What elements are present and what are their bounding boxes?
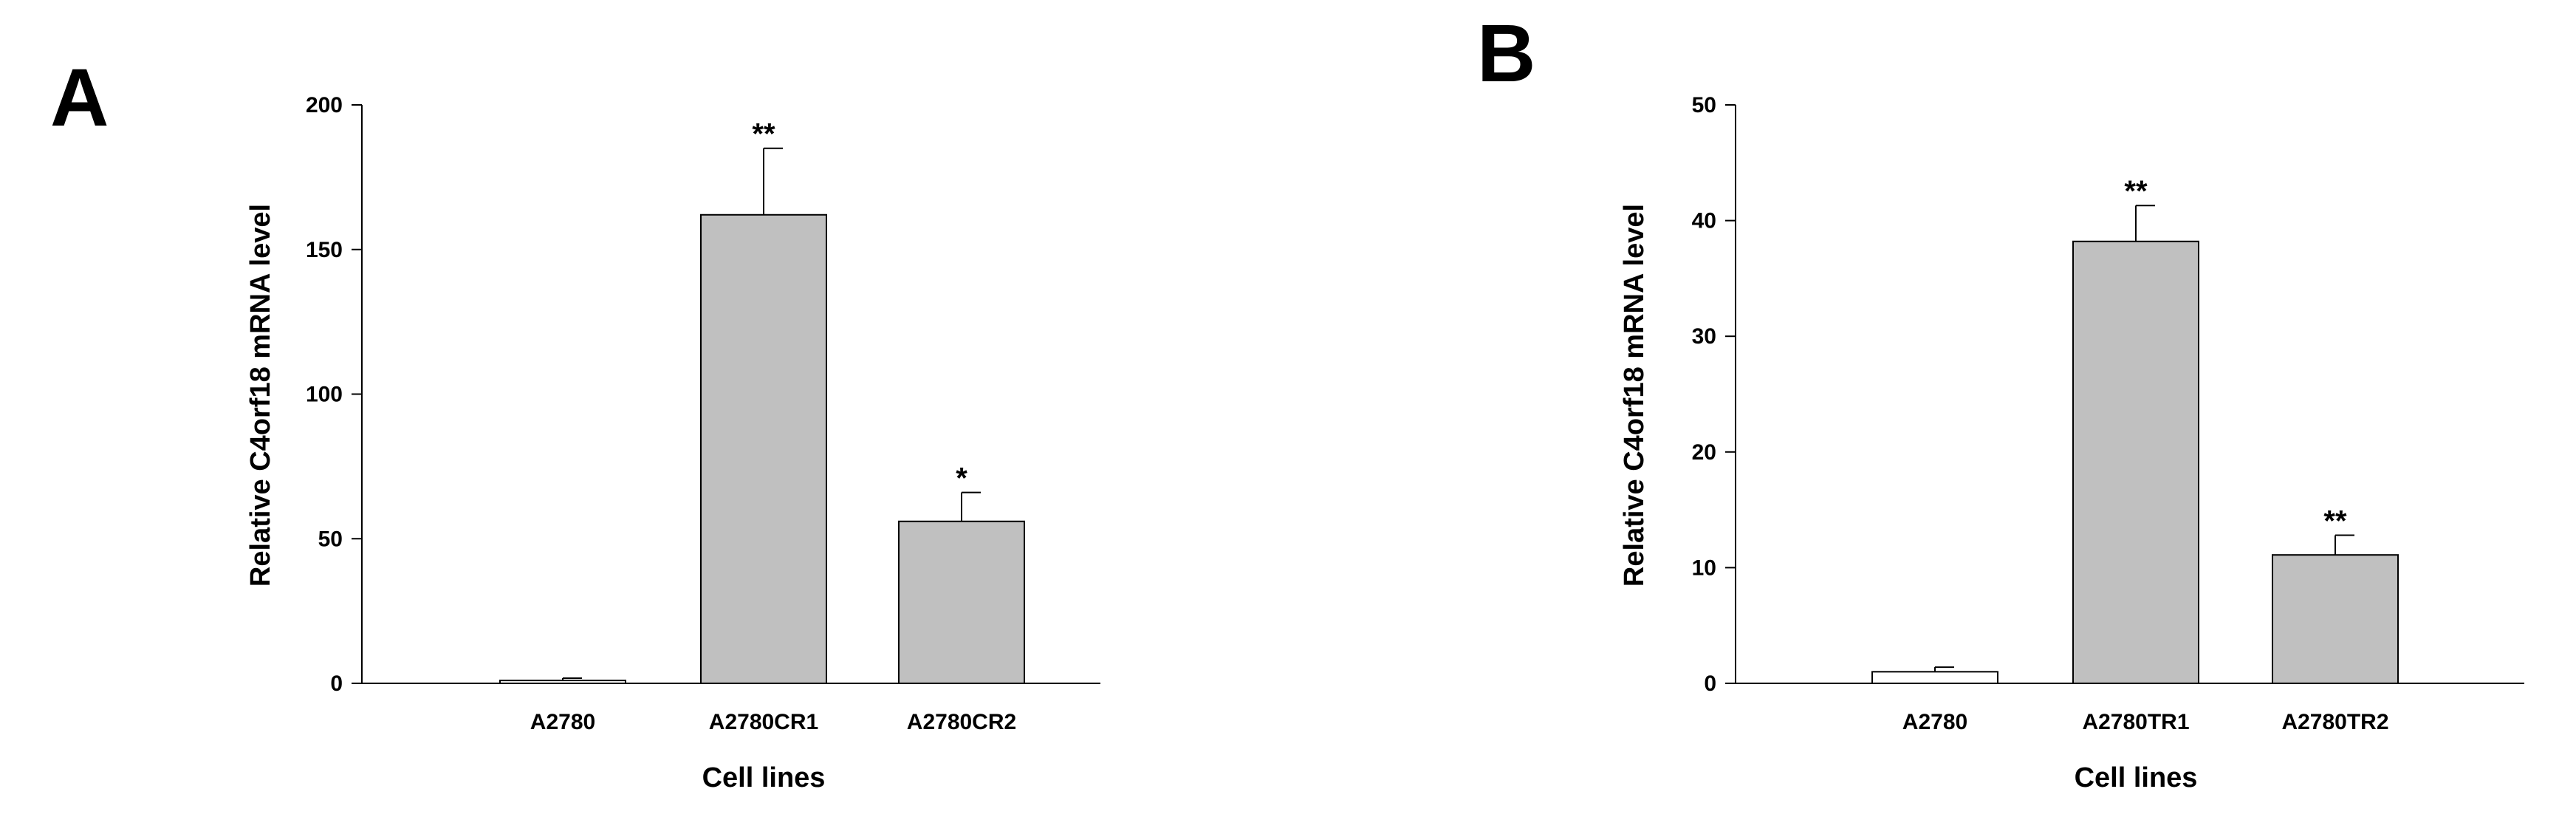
- y-tick-label: 0: [330, 672, 343, 696]
- y-tick-label: 200: [306, 93, 343, 117]
- y-tick-label: 20: [1692, 440, 1716, 465]
- y-tick-label: 50: [318, 527, 343, 551]
- panel-label: A: [50, 52, 109, 143]
- chart-panel-b: B 0 10 20 30 40 50 A2780 ** A2780TR1 ** A2780TR2 Cel…: [1477, 8, 2524, 793]
- x-category-label: A2780CR2: [907, 710, 1016, 734]
- x-category-label: A2780TR2: [2281, 710, 2388, 734]
- y-axis-title: Relative C4orf18 mRNA level: [245, 204, 276, 587]
- x-axis-title: Cell lines: [702, 762, 826, 793]
- significance-marker: **: [2323, 505, 2347, 538]
- x-category-label: A2780CR1: [709, 710, 818, 734]
- x-category-label: A2780: [1902, 710, 1967, 734]
- significance-marker: **: [2124, 175, 2148, 208]
- x-axis-title: Cell lines: [2075, 762, 2198, 793]
- y-axis-title: Relative C4orf18 mRNA level: [1619, 204, 1650, 587]
- bar-a2780cr1: [700, 213, 827, 684]
- x-category-label: A2780: [530, 710, 595, 734]
- chart-panel-a: A 0 50 100 150 200 A2780 ** A2780CR1 * A2780CR2 Cel…: [50, 52, 1100, 793]
- panel-label: B: [1477, 8, 1535, 99]
- bar-a2780tr2: [2272, 554, 2399, 685]
- significance-marker: *: [956, 462, 967, 495]
- bar-a2780tr1: [2072, 240, 2199, 684]
- bar-a2780: [1871, 671, 1998, 685]
- x-category-label: A2780TR1: [2082, 710, 2189, 734]
- y-tick-label: 40: [1692, 209, 1716, 233]
- significance-marker: **: [752, 118, 775, 151]
- y-tick-label: 10: [1692, 556, 1716, 580]
- y-tick-label: 50: [1692, 93, 1716, 117]
- y-tick-label: 30: [1692, 324, 1716, 349]
- y-tick-label: 0: [1704, 672, 1716, 696]
- bar-a2780: [499, 680, 626, 685]
- bar-a2780cr2: [898, 520, 1025, 685]
- y-tick-label: 150: [306, 238, 343, 262]
- y-tick-label: 100: [306, 383, 343, 407]
